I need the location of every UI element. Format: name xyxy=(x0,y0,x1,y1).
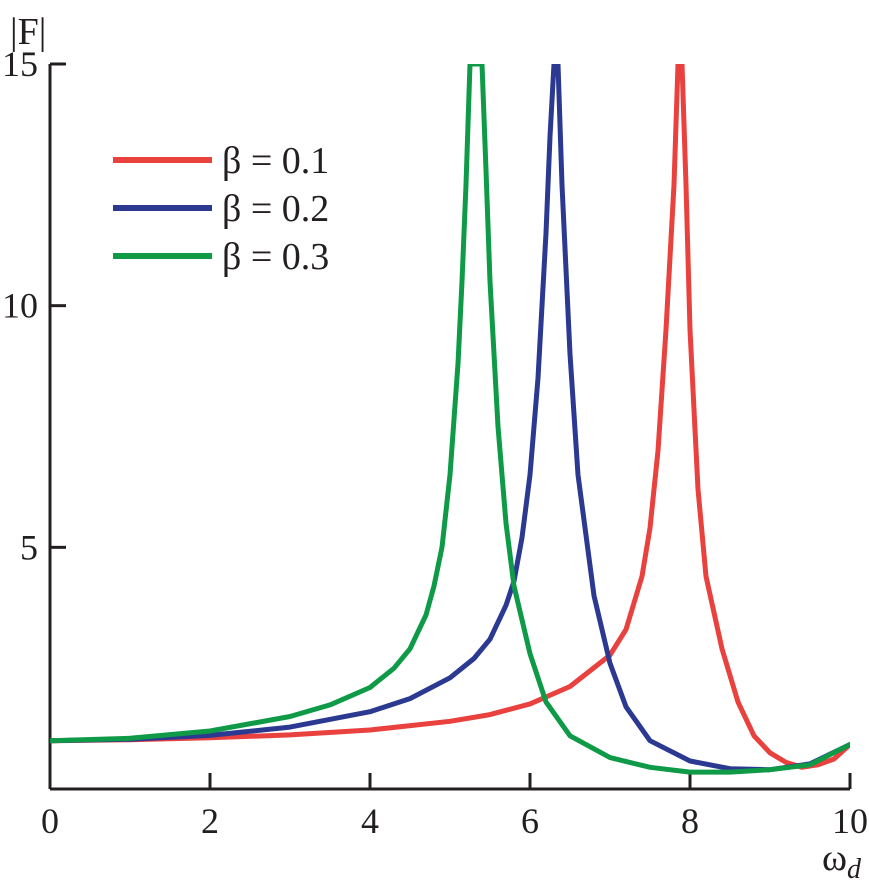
legend-label-2: β = 0.2 xyxy=(222,188,329,230)
series-line-2 xyxy=(50,64,850,773)
x-tick-label: 2 xyxy=(201,801,219,841)
series-layer xyxy=(50,64,850,775)
x-tick-label: 4 xyxy=(361,801,379,841)
x-axis-title-sub: d xyxy=(847,854,862,885)
x-axis-title: ωd xyxy=(822,837,862,885)
x-tick-label: 0 xyxy=(41,801,59,841)
y-axis-title: |F| xyxy=(10,11,46,53)
series-line-1 xyxy=(50,64,850,770)
series-line-3 xyxy=(50,64,850,775)
y-tick-label: 5 xyxy=(20,527,38,567)
axes xyxy=(48,64,850,791)
legend: β = 0.1 β = 0.2 β = 0.3 xyxy=(113,140,329,278)
y-tick-label: 15 xyxy=(2,44,38,84)
x-tick-label: 6 xyxy=(521,801,539,841)
x-tick-label: 8 xyxy=(681,801,699,841)
legend-label-3: β = 0.3 xyxy=(222,236,329,278)
legend-label-1: β = 0.1 xyxy=(222,140,329,182)
x-axis-title-main: ω xyxy=(822,837,847,879)
y-tick-label: 10 xyxy=(2,286,38,326)
x-tick-label: 10 xyxy=(832,801,868,841)
ticks: 0 2 4 6 8 10 5 10 15 xyxy=(2,44,868,841)
